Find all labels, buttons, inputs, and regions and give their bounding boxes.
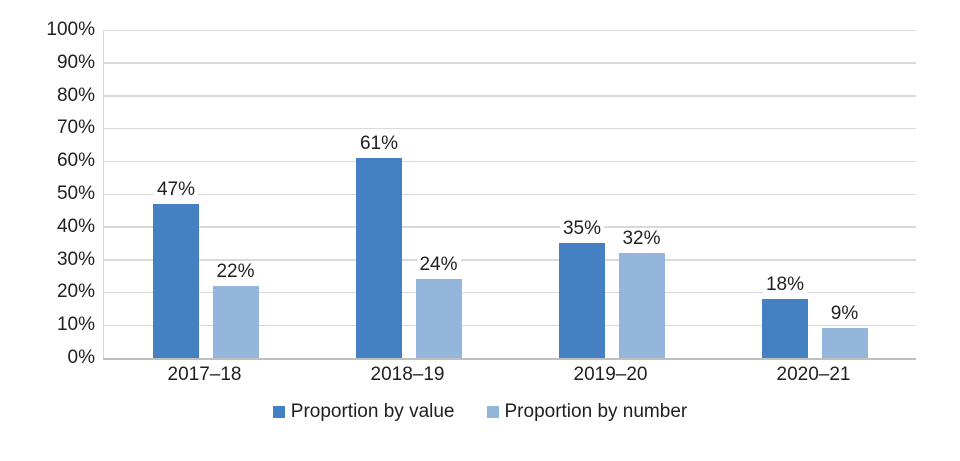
gridline (104, 95, 916, 97)
gridline (104, 324, 916, 327)
plot-area: 47% 22% 61% 24% 35% 32% 18% 9% (103, 29, 916, 360)
y-axis-tick-label: 70% (56, 117, 95, 139)
x-axis-category-label: 2018–19 (370, 364, 445, 385)
gridline (104, 160, 916, 163)
gridline (104, 259, 916, 261)
y-axis-tick-label: 90% (56, 51, 95, 73)
bar (821, 328, 868, 358)
x-axis-category-label: 2020–21 (776, 364, 851, 385)
bar-value-label: 18% (762, 273, 808, 295)
gridline (104, 291, 916, 294)
bar-value-label: 9% (827, 303, 862, 325)
y-axis-tick-label: 40% (56, 215, 95, 237)
bar (212, 285, 259, 358)
y-axis-tick-label: 20% (56, 281, 95, 303)
x-axis-category-label: 2017–18 (167, 364, 242, 385)
gridline (104, 226, 916, 228)
x-axis: 2017–18 2018–19 2019–20 2020–21 (103, 364, 915, 388)
bar-value-label: 24% (416, 254, 461, 276)
legend-marker-icon (486, 406, 499, 418)
legend-item: Proportion by number (486, 401, 688, 423)
legend-label: Proportion by value (290, 401, 455, 422)
bar (762, 298, 808, 358)
bar-value-label: 22% (213, 260, 258, 282)
y-axis-tick-label: 50% (56, 183, 95, 204)
y-axis-tick-label: 60% (56, 150, 95, 172)
y-axis-tick-label: 0% (67, 347, 95, 368)
bar (153, 203, 199, 358)
bar (415, 279, 462, 358)
bar-value-label: 35% (559, 218, 605, 240)
bar (559, 243, 605, 358)
legend-item: Proportion by value (272, 401, 455, 423)
bar (356, 157, 402, 358)
bar-value-label: 61% (356, 132, 402, 154)
y-axis-tick-label: 30% (56, 248, 95, 270)
bar (618, 253, 665, 358)
bar-value-label: 47% (153, 178, 199, 200)
y-axis-tick-label: 80% (56, 84, 95, 106)
y-axis-tick-label: 10% (56, 314, 95, 336)
gridline (104, 62, 916, 64)
gridline (104, 193, 916, 195)
bar-value-label: 32% (619, 228, 664, 250)
legend-marker-icon (272, 406, 285, 418)
legend-label: Proportion by number (504, 401, 688, 422)
x-axis-category-label: 2019–20 (573, 364, 648, 385)
gridline (104, 29, 916, 31)
legend: Proportion by value Proportion by number (0, 401, 960, 423)
gridline (104, 127, 916, 130)
y-axis: 0% 10% 20% 30% 40% 50% 60% 70% 80% 90% 100% (0, 19, 95, 368)
y-axis-tick-label: 100% (46, 19, 95, 40)
